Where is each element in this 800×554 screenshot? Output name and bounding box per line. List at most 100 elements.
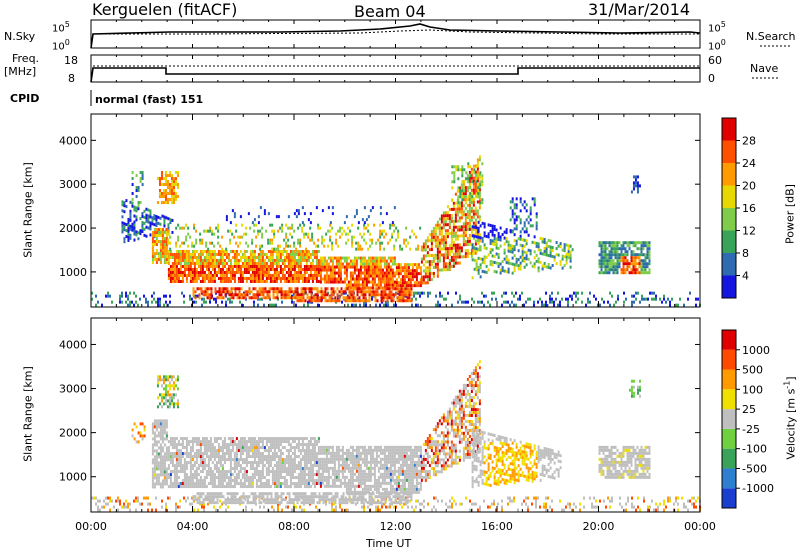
echo-cell [167, 473, 170, 477]
echo-cell [604, 250, 607, 254]
echo-cell [155, 455, 158, 459]
echo-cell [466, 222, 469, 226]
echo-cell [303, 252, 306, 256]
echo-cell [181, 226, 184, 230]
echo-cell [359, 268, 362, 272]
echo-cell [151, 246, 154, 250]
echo-cell [608, 256, 611, 260]
echo-cell [167, 440, 170, 444]
echo-cell [477, 235, 480, 239]
echo-cell [440, 247, 443, 251]
echo-cell [624, 247, 627, 251]
echo-cell [339, 226, 342, 230]
echo-cell [547, 496, 549, 500]
echo-cell [151, 240, 154, 244]
echo-cell [189, 235, 192, 239]
echo-cell [191, 467, 194, 471]
echo-cell [197, 485, 200, 489]
echo-cell [460, 201, 463, 205]
echo-cell [620, 271, 623, 275]
echo-cell [545, 265, 548, 269]
echo-cell [160, 378, 163, 382]
echo-cell [203, 264, 206, 268]
echo-cell [135, 215, 138, 219]
echo-cell [489, 250, 492, 254]
echo-cell [469, 195, 472, 199]
echo-cell [543, 505, 545, 509]
echo-cell [489, 262, 492, 266]
echo-cell [199, 270, 202, 274]
echo-cell [265, 458, 268, 462]
echo-cell [675, 496, 677, 500]
echo-cell [298, 296, 301, 300]
echo-cell [515, 303, 517, 307]
echo-cell [318, 299, 321, 303]
echo-cell [602, 241, 605, 245]
echo-cell [337, 259, 340, 263]
echo-cell [359, 271, 362, 275]
echo-cell [305, 267, 308, 271]
echo-cell [195, 273, 198, 277]
echo-cell [255, 473, 258, 477]
echo-cell [408, 299, 411, 303]
echo-cell [131, 222, 134, 226]
echo-cell [217, 437, 220, 441]
echo-cell [226, 290, 229, 294]
echo-cell [191, 437, 194, 441]
echo-cell [193, 267, 196, 271]
echo-cell [370, 290, 373, 294]
echo-cell [204, 287, 207, 291]
echo-cell [640, 244, 643, 248]
echo-cell [413, 294, 415, 298]
echo-cell [284, 290, 287, 294]
echo-cell [213, 270, 216, 274]
echo-cell [173, 464, 176, 468]
echo-cell [400, 293, 403, 297]
echo-cell [371, 280, 374, 284]
echo-cell [409, 263, 412, 267]
echo-cell [166, 390, 169, 394]
echo-cell [677, 496, 679, 500]
echo-cell [452, 201, 455, 205]
echo-cell [569, 244, 572, 248]
echo-cell [403, 281, 406, 285]
echo-cell [477, 271, 480, 275]
echo-cell [170, 177, 173, 181]
echo-cell [167, 476, 170, 480]
echo-cell [354, 299, 357, 303]
echo-cell [201, 455, 204, 459]
echo-cell [135, 300, 137, 304]
echo-cell [157, 240, 160, 244]
echo-cell [337, 265, 340, 269]
echo-cell [651, 291, 653, 295]
echo-cell [158, 195, 161, 199]
echo-cell [362, 296, 365, 300]
echo-cell [303, 270, 306, 274]
echo-cell [503, 236, 506, 240]
echo-cell [519, 234, 522, 238]
echo-cell [499, 235, 502, 239]
echo-cell [205, 258, 208, 262]
echo-cell [626, 253, 629, 257]
echo-cell [413, 272, 416, 276]
echo-cell [271, 255, 274, 259]
echo-cell [603, 300, 605, 304]
echo-cell [185, 499, 187, 503]
echo-cell [163, 467, 166, 471]
echo-cell [521, 244, 524, 248]
echo-cell [397, 281, 400, 285]
echo-cell [419, 272, 422, 276]
echo-cell [243, 446, 246, 450]
echo-cell [407, 284, 410, 288]
echo-cell [446, 223, 449, 227]
echo-cell [201, 279, 204, 283]
echo-cell [432, 271, 435, 275]
echo-cell [209, 229, 212, 233]
echo-cell [462, 192, 465, 196]
echo-cell [593, 505, 595, 509]
echo-cell [166, 405, 169, 409]
echo-cell [127, 505, 129, 509]
echo-cell [177, 223, 180, 227]
echo-cell [273, 249, 276, 253]
echo-cell [608, 268, 611, 272]
